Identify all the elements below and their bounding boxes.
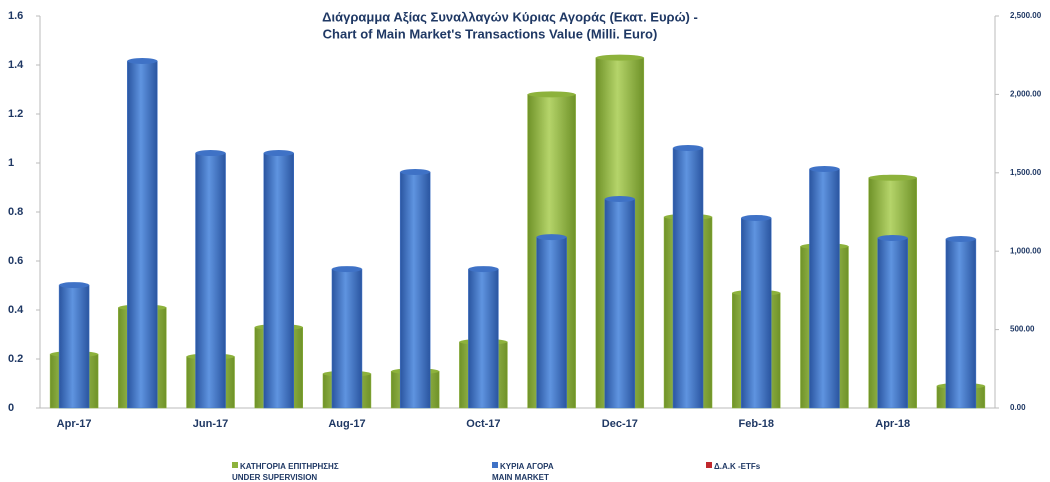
bar	[945, 238, 977, 409]
bar-top	[945, 235, 976, 242]
bar-top	[331, 266, 362, 273]
legend-label: ΚΥΡΙΑ ΑΓΟΡΑ MAIN MARKET	[492, 462, 554, 482]
y-tick-label: 1.4	[8, 59, 24, 71]
bar	[195, 152, 226, 409]
bar-top	[877, 235, 908, 242]
bar	[877, 237, 908, 409]
bar-top	[263, 150, 294, 157]
y-tick-label: 0.6	[8, 255, 23, 267]
legend-swatch	[232, 462, 238, 468]
bar	[58, 284, 90, 409]
bar	[604, 198, 636, 409]
x-tick-label: Jun-17	[193, 418, 228, 430]
bar-top	[595, 54, 644, 61]
x-tick-label: Oct-17	[466, 418, 500, 430]
legend-entry: Δ.Α.Κ -ETFs	[706, 461, 760, 472]
bar-top	[536, 234, 567, 241]
bar-top	[673, 145, 704, 152]
y-tick-label: 0.4	[8, 304, 24, 316]
x-tick-label: Aug-17	[328, 418, 365, 430]
legend-label: Δ.Α.Κ -ETFs	[714, 462, 761, 471]
legend-entry: ΚΑΤΗΓΟΡΙΑ ΕΠΙΤΗΡΗΣΗΣ UNDER SUPERVISION	[232, 461, 339, 482]
y2-tick-label: 0.00	[1010, 403, 1026, 412]
y-tick-label: 0	[8, 402, 14, 414]
bar-top	[127, 58, 158, 65]
y-tick-label: 1	[8, 157, 14, 169]
bar	[672, 147, 704, 409]
y2-tick-label: 2,500.00	[1010, 11, 1042, 20]
y2-tick-label: 500.00	[1010, 325, 1035, 334]
legend-label: ΚΑΤΗΓΟΡΙΑ ΕΠΙΤΗΡΗΣΗΣ UNDER SUPERVISION	[232, 462, 339, 482]
bar-top	[809, 166, 840, 173]
x-tick-label: Feb-18	[739, 418, 774, 430]
x-tick-label: Dec-17	[602, 418, 638, 430]
y2-tick-label: 1,500.00	[1010, 168, 1042, 177]
bar	[399, 171, 431, 409]
bar-top	[400, 169, 431, 176]
y2-tick-label: 2,000.00	[1010, 90, 1042, 99]
y2-tick-label: 1,000.00	[1010, 246, 1042, 255]
bar-top	[468, 266, 499, 273]
y-tick-label: 0.2	[8, 353, 23, 365]
legend-swatch	[492, 462, 498, 468]
bar-top	[868, 174, 917, 181]
bar	[331, 268, 363, 409]
bar	[536, 236, 567, 409]
legend-entry: ΚΥΡΙΑ ΑΓΟΡΑ MAIN MARKET	[492, 461, 554, 482]
chart-title: Chart of Main Market's Transactions Valu…	[323, 26, 658, 41]
y-tick-label: 0.8	[8, 206, 23, 218]
x-tick-label: Apr-18	[875, 418, 910, 430]
bar-top	[741, 214, 772, 221]
bar-top	[195, 150, 226, 157]
legend-swatch	[706, 462, 712, 468]
y-tick-label: 1.2	[8, 108, 23, 120]
bar	[263, 152, 294, 409]
bar	[809, 168, 840, 409]
bar	[741, 217, 772, 409]
y-tick-label: 1.6	[8, 10, 23, 22]
x-tick-label: Apr-17	[57, 418, 92, 430]
bar-top	[527, 91, 576, 98]
bar	[127, 60, 158, 409]
chart-title: Διάγραμμα Αξίας Συναλλαγών Κύριας Αγοράς…	[322, 9, 698, 24]
bar-top	[59, 282, 90, 289]
bar	[468, 268, 499, 409]
bar-top	[604, 195, 635, 202]
